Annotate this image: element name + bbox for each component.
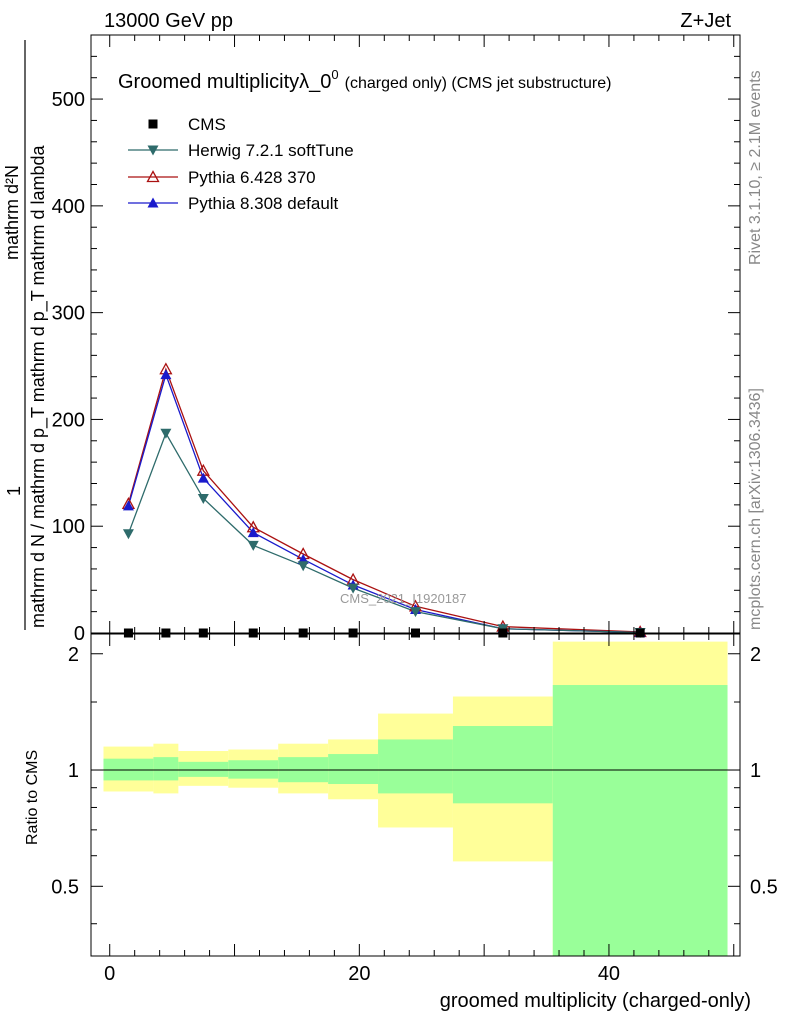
ratio-y-tick-label: 0.5: [51, 876, 79, 898]
main-y-tick-label: 500: [52, 89, 85, 111]
main-frame: [90, 34, 741, 634]
x-ticks: 0 20 40: [104, 35, 735, 985]
ratio-frame: [90, 633, 741, 957]
legend-marker: [147, 197, 159, 208]
data-point: [247, 527, 259, 538]
rivet-info: Rivet 3.1.10, ≥ 2.1M events: [747, 70, 764, 265]
ratio-panel: 0.5 0.5 1 1 2 2 0 20 40 Ratio to CMS groomed mu…: [24, 35, 778, 1012]
ratio-y-tick-label-right: 2: [750, 644, 761, 666]
mcplots-info: mcplots.cern.ch [arXiv:1306.3436]: [747, 388, 764, 630]
ratio-band-inner: [153, 757, 179, 781]
plot-title-sup: 0: [331, 67, 338, 82]
data-point: [122, 500, 134, 511]
ratio-band-inner: [552, 685, 728, 956]
x-tick-label: 20: [348, 963, 370, 985]
data-point: [122, 529, 134, 540]
watermark: CMS_2021_I1920187: [340, 591, 467, 606]
ratio-y-tick-label-right: 0.5: [750, 876, 778, 898]
x-tick-label: 40: [598, 963, 620, 985]
ylabel-prefix: 1: [4, 486, 24, 496]
header-left: 13000 GeV pp: [104, 10, 233, 32]
ratio-band-inner: [178, 761, 229, 777]
data-point: [410, 607, 421, 618]
ylabel-line1: mathrm d²N: [2, 165, 22, 260]
legend-marker: [146, 170, 160, 183]
legend: CMS Herwig 7.2.1 softTune Pythia 6.428 370…: [128, 115, 354, 213]
data-point: [197, 493, 209, 504]
legend-label: Herwig 7.2.1 softTune: [188, 141, 354, 160]
main-y-ticks: 0 100 200 300 400 500: [52, 34, 740, 645]
legend-marker: [147, 145, 159, 156]
main-y-label: mathrm d²N 1 mathrm d N / mathrm d p_T m…: [2, 40, 49, 630]
main-y-tick-label: 0: [74, 623, 85, 645]
plot-title-main: Groomed multiplicityλ_0: [118, 71, 331, 93]
x-tick-label: 0: [104, 963, 115, 985]
data-point: [160, 369, 172, 380]
ratio-y-ticks: 0.5 0.5 1 1 2 2: [51, 644, 778, 925]
legend-label: Pythia 6.428 370: [188, 168, 316, 187]
ratio-bands: [103, 641, 728, 956]
data-point: [247, 540, 259, 551]
ratio-y-label: Ratio to CMS: [24, 750, 41, 845]
main-y-tick-label: 100: [52, 516, 85, 538]
legend-label: Pythia 8.308 default: [188, 194, 339, 213]
x-axis-label: groomed multiplicity (charged-only): [440, 990, 751, 1012]
plot-title-small: (charged only) (CMS jet substructure): [345, 75, 612, 92]
legend-label: CMS: [188, 115, 226, 134]
ratio-y-tick-label: 2: [68, 644, 79, 666]
main-panel: 0 100 200 300 400 500 CMS_2021_I1920187 Groom…: [52, 34, 741, 645]
main-y-tick-label: 300: [52, 303, 85, 325]
header-right: Z+Jet: [680, 10, 731, 32]
ratio-band-inner: [378, 739, 453, 794]
data-point: [297, 561, 309, 572]
main-y-tick-label: 400: [52, 196, 85, 218]
data-point: [347, 583, 359, 594]
ratio-band-inner: [452, 726, 553, 804]
legend-marker: [148, 119, 158, 129]
data-point: [197, 472, 209, 483]
ratio-y-tick-label: 1: [68, 760, 79, 782]
main-y-tick-label: 200: [52, 409, 85, 431]
ratio-band-inner: [228, 760, 279, 779]
data-point: [160, 428, 172, 439]
ratio-y-tick-label-right: 1: [750, 760, 761, 782]
plot-title: Groomed multiplicityλ_00 (charged only) (…: [118, 67, 611, 93]
ratio-band-inner: [328, 754, 379, 785]
ylabel-line2: mathrm d N / mathrm d p_T mathrm d p_T m…: [28, 145, 49, 628]
